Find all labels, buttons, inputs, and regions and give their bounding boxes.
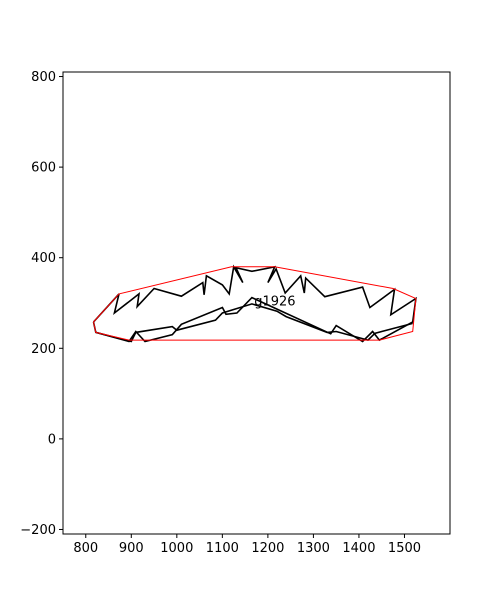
x-tick-label: 1200 <box>251 541 284 556</box>
x-tick-label: 800 <box>73 541 98 556</box>
x-tick-label: 900 <box>119 541 144 556</box>
series-inner-line <box>95 303 413 343</box>
x-tick-label: 1500 <box>388 541 421 556</box>
x-tick-label: 1000 <box>160 541 193 556</box>
ticks-layer: 800 900 1000 1100 1200 1300 1400 1500 −200 0 200 40… <box>20 70 421 556</box>
axes-frame <box>62 71 451 535</box>
y-tick-label: −200 <box>20 523 56 538</box>
y-tick-label: 400 <box>31 251 56 266</box>
shape-label: g1926 <box>254 294 295 309</box>
x-tick-label: 1100 <box>206 541 239 556</box>
x-tick-label: 1300 <box>297 541 330 556</box>
y-tick-label: 600 <box>31 161 56 176</box>
y-tick-label: 200 <box>31 342 56 357</box>
x-tick-label: 1400 <box>342 541 375 556</box>
y-tick-label: 0 <box>48 432 56 447</box>
series-shape-outline <box>92 264 417 343</box>
series-layer <box>92 264 417 343</box>
series-convex-hull <box>93 266 417 341</box>
y-tick-label: 800 <box>31 70 56 85</box>
